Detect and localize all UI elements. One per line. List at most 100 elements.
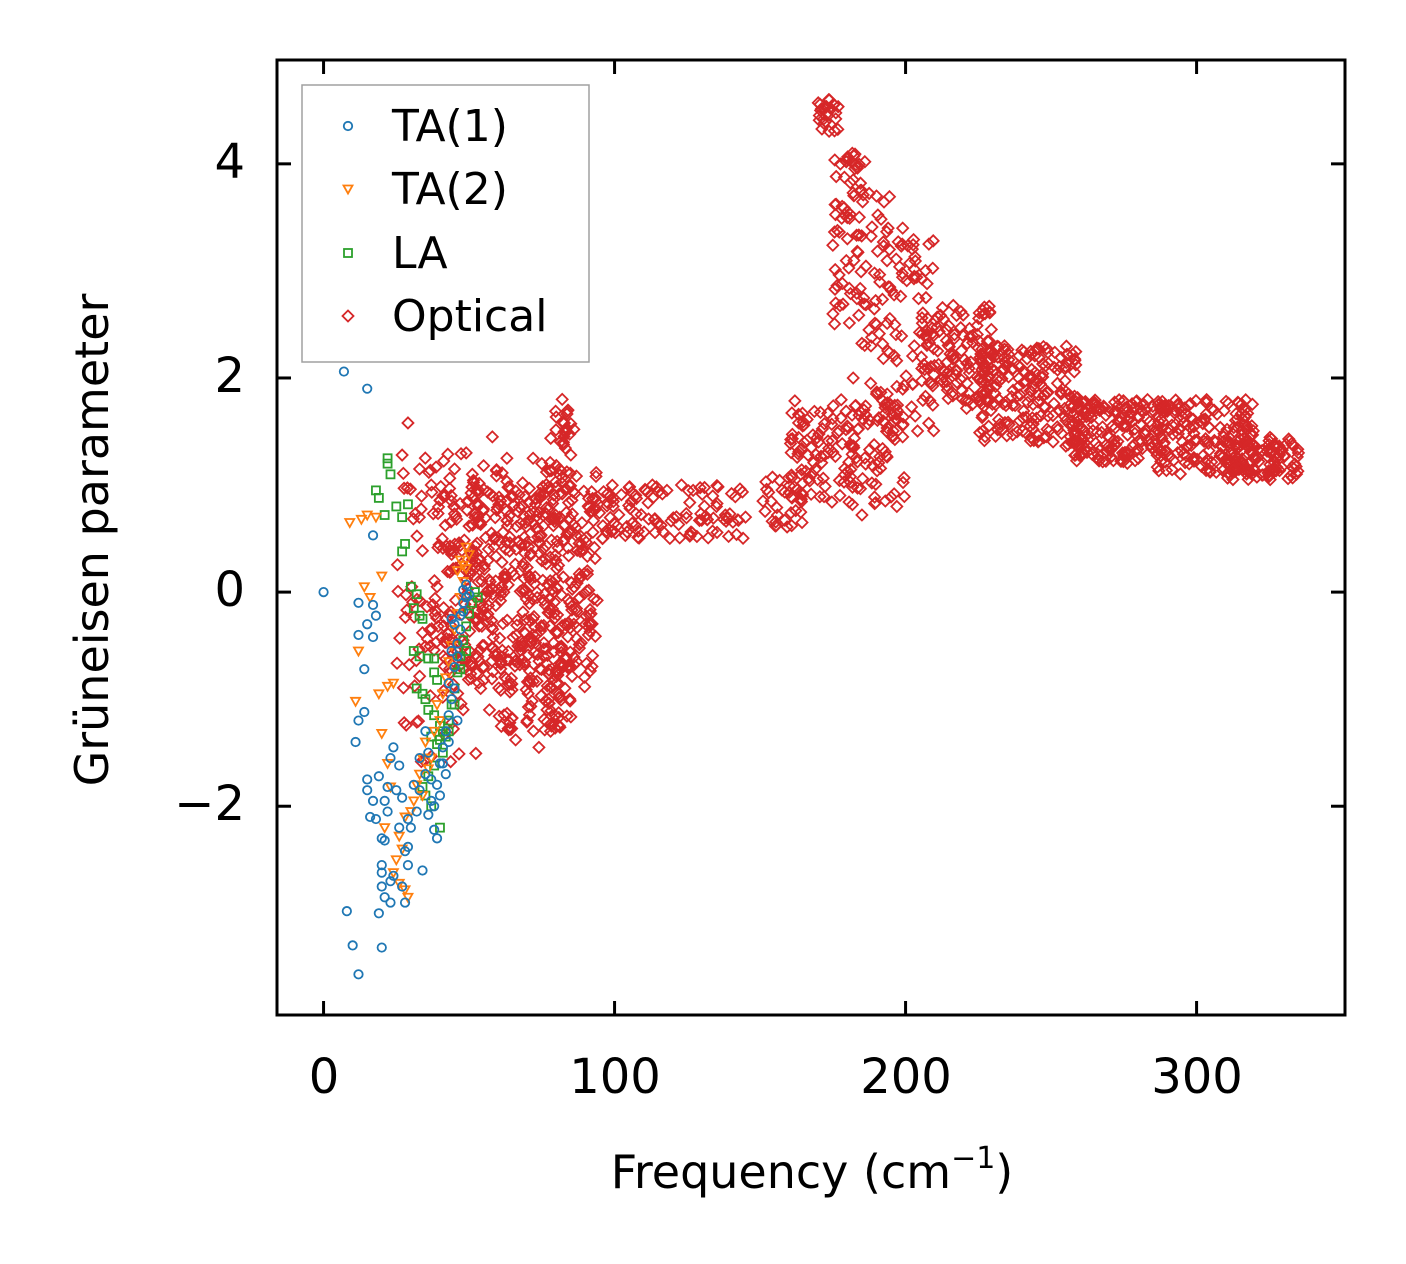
optical-point [895, 382, 910, 396]
optical-point [549, 423, 563, 437]
optical-point [974, 353, 988, 367]
y-tick-label-4: 4 [214, 134, 245, 190]
optical-point [525, 591, 539, 606]
ta1-point [429, 801, 440, 812]
optical-point [497, 708, 511, 722]
optical-point [926, 341, 941, 356]
optical-point [826, 445, 840, 459]
optical-point [439, 652, 453, 666]
ta1-point [359, 706, 370, 718]
optical-point [956, 308, 970, 322]
ta1-point [431, 779, 443, 790]
optical-point [558, 617, 572, 632]
optical-point [923, 393, 937, 408]
optical-point [1179, 449, 1194, 463]
optical-point [908, 254, 923, 268]
optical-point [794, 463, 809, 477]
ta1-point [458, 606, 469, 617]
optical-point [835, 276, 850, 291]
optical-point [589, 469, 603, 484]
optical-point [881, 344, 895, 358]
la-point [423, 653, 434, 664]
optical-point [396, 466, 411, 481]
optical-point [477, 638, 491, 653]
la-point [411, 683, 422, 694]
optical-point [872, 267, 887, 282]
optical-point [476, 659, 491, 674]
optical-point [513, 643, 528, 657]
optical-point [907, 339, 922, 353]
optical-point [939, 333, 954, 348]
la-point [437, 747, 448, 758]
optical-point [526, 633, 540, 647]
optical-point [628, 488, 643, 503]
optical-point [537, 618, 551, 633]
optical-point [842, 316, 857, 330]
optical-point [625, 516, 639, 531]
optical-point [720, 511, 735, 526]
optical-point [869, 317, 884, 332]
optical-point [436, 488, 450, 503]
ta2-point [436, 689, 449, 701]
ta1-point [449, 661, 460, 673]
optical-point [909, 270, 924, 284]
optical-point [988, 429, 1003, 444]
optical-point [510, 613, 525, 627]
optical-point [924, 376, 939, 391]
optical-point [608, 525, 623, 540]
ta1-point [373, 908, 384, 919]
la-point [423, 704, 434, 715]
optical-point [886, 424, 900, 438]
optical-point [953, 320, 968, 335]
optical-point [925, 261, 940, 275]
optical-point [550, 608, 565, 622]
ta2-point [393, 878, 406, 890]
optical-point [495, 466, 509, 480]
optical-point [428, 604, 443, 618]
optical-point [544, 704, 558, 718]
ta1-point [341, 906, 352, 917]
optical-point [1091, 452, 1105, 467]
optical-point [600, 499, 614, 513]
ta1-point [402, 813, 414, 825]
optical-point [895, 430, 910, 444]
optical-point [857, 291, 871, 305]
optical-point [1219, 435, 1234, 449]
optical-point [461, 494, 475, 509]
optical-point [529, 521, 543, 536]
optical-point [876, 414, 891, 428]
optical-point [405, 595, 420, 609]
optical-point [1128, 453, 1142, 468]
ta1-point [443, 736, 454, 748]
optical-point [1068, 428, 1082, 443]
optical-point [641, 512, 656, 526]
optical-point [517, 658, 532, 672]
ta2-point [416, 791, 429, 802]
optical-point [1058, 374, 1072, 388]
optical-point [1205, 402, 1219, 417]
la-point [417, 688, 428, 699]
optical-point [560, 709, 574, 723]
optical-point [1127, 437, 1141, 452]
optical-point [488, 510, 502, 525]
ta2-point [361, 510, 374, 522]
optical-point [681, 483, 696, 498]
optical-point [808, 462, 823, 477]
optical-point [927, 358, 942, 373]
optical-point [878, 397, 892, 412]
optical-point [905, 349, 920, 363]
optical-point [716, 512, 731, 526]
optical-point [526, 674, 541, 689]
optical-point [831, 122, 845, 137]
optical-point [879, 224, 894, 239]
optical-point [1266, 449, 1281, 464]
optical-point [905, 242, 920, 256]
optical-point [738, 510, 753, 524]
optical-point [1116, 394, 1131, 408]
optical-point [620, 525, 634, 539]
ta1-point [370, 610, 382, 621]
optical-point [472, 654, 487, 668]
optical-point [954, 304, 968, 319]
ta1-point [437, 742, 448, 753]
ta2-point [457, 576, 470, 588]
